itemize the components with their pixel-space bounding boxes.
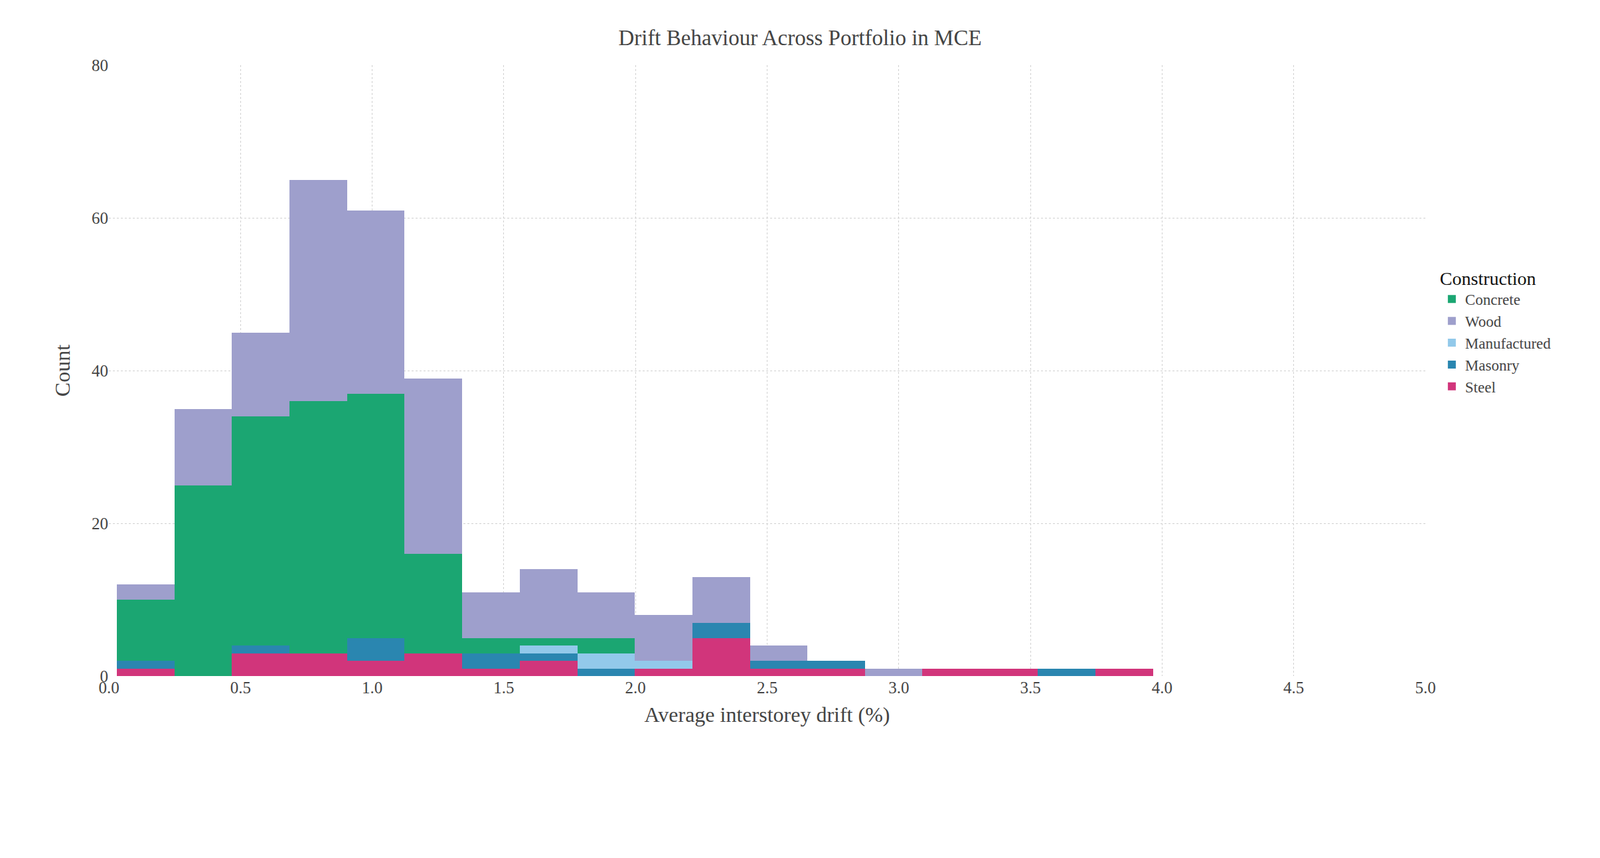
svg-text:0.5: 0.5 bbox=[230, 678, 251, 697]
svg-text:20: 20 bbox=[91, 514, 109, 533]
svg-text:Concrete: Concrete bbox=[1465, 291, 1521, 309]
svg-text:1.0: 1.0 bbox=[361, 678, 383, 697]
svg-text:Masonry: Masonry bbox=[1465, 357, 1520, 374]
svg-text:Manufactured: Manufactured bbox=[1465, 335, 1551, 352]
svg-text:5.0: 5.0 bbox=[1414, 678, 1436, 697]
svg-text:1.5: 1.5 bbox=[493, 678, 514, 697]
svg-text:4.5: 4.5 bbox=[1283, 678, 1304, 697]
svg-text:Drift Behaviour Across Portfol: Drift Behaviour Across Portfolio in MCE bbox=[618, 25, 982, 50]
svg-text:3.5: 3.5 bbox=[1019, 678, 1041, 697]
svg-text:Wood: Wood bbox=[1465, 313, 1502, 330]
svg-text:4.0: 4.0 bbox=[1151, 678, 1173, 697]
svg-text:0.0: 0.0 bbox=[98, 678, 119, 697]
svg-text:2.0: 2.0 bbox=[625, 678, 646, 697]
svg-text:Steel: Steel bbox=[1465, 379, 1496, 396]
svg-text:40: 40 bbox=[91, 361, 109, 380]
svg-text:0: 0 bbox=[100, 667, 109, 686]
svg-text:Construction: Construction bbox=[1440, 268, 1537, 289]
svg-text:Count: Count bbox=[50, 344, 75, 397]
svg-text:2.5: 2.5 bbox=[756, 678, 778, 697]
svg-text:80: 80 bbox=[91, 56, 109, 75]
svg-text:3.0: 3.0 bbox=[888, 678, 909, 697]
svg-text:Average interstorey drift (%): Average interstorey drift (%) bbox=[644, 702, 891, 727]
svg-text:60: 60 bbox=[91, 209, 109, 228]
